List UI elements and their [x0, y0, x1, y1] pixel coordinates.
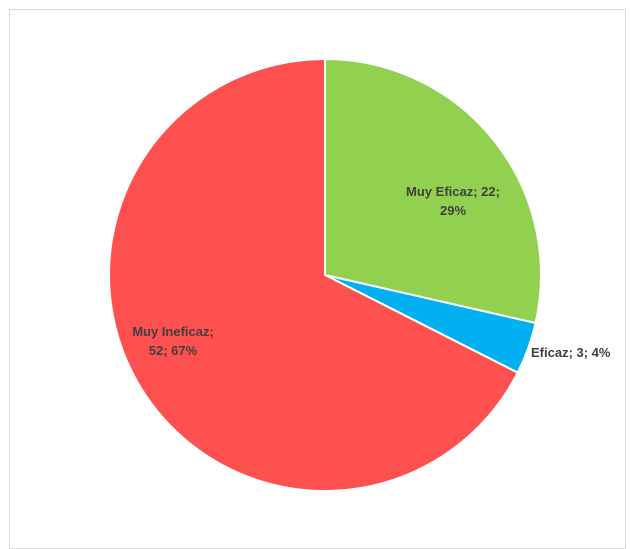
pie-slice-muy-eficaz — [324, 57, 542, 325]
data-label-muy-eficaz: Muy Eficaz; 22; 29% — [406, 184, 500, 218]
pie-slice-muy-ineficaz — [108, 57, 520, 492]
data-label-muy-ineficaz: Muy Ineficaz; 52; 67% — [132, 324, 214, 358]
data-label-eficaz: Eficaz; 3; 4% — [531, 345, 611, 360]
